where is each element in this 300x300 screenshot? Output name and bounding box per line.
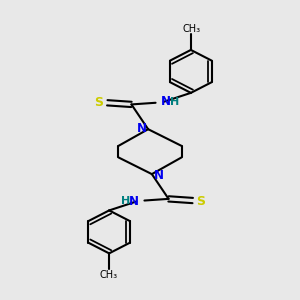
Text: CH₃: CH₃ xyxy=(99,269,118,280)
Text: S: S xyxy=(94,96,103,109)
Text: N: N xyxy=(161,95,171,108)
Text: N: N xyxy=(154,169,164,182)
Text: CH₃: CH₃ xyxy=(182,24,201,34)
Text: H: H xyxy=(169,98,179,107)
Text: N: N xyxy=(129,195,139,208)
Text: H: H xyxy=(121,196,130,206)
Text: N: N xyxy=(136,122,146,135)
Text: S: S xyxy=(196,195,206,208)
